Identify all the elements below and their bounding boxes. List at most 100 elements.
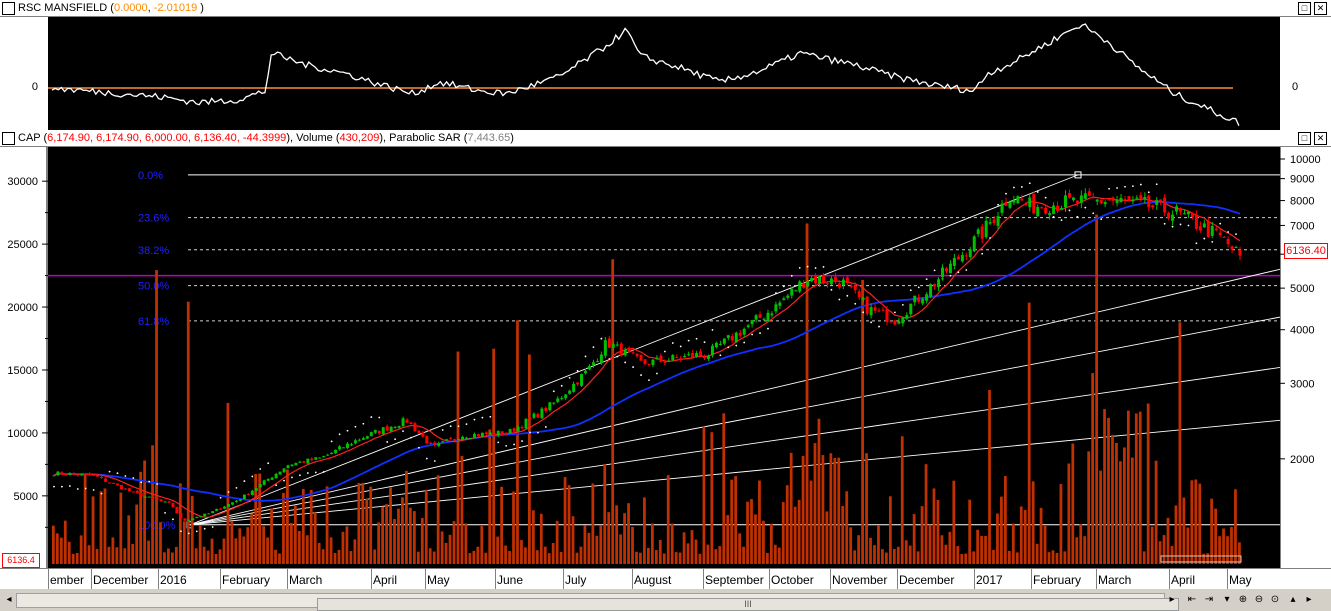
- candle-body: [484, 432, 488, 435]
- main-maximize-icon[interactable]: □: [1298, 132, 1311, 145]
- volume-bar: [583, 525, 587, 564]
- volume-bar: [881, 549, 884, 564]
- candle-body: [1048, 213, 1052, 215]
- indicator-zero-label-left: 0: [31, 81, 38, 93]
- volume-bar: [575, 552, 579, 564]
- sar-dot: [140, 481, 143, 484]
- volume-bar: [587, 532, 591, 564]
- volume-label: Volume: [296, 132, 333, 144]
- scroll-track[interactable]: III: [16, 593, 1179, 611]
- volume-bar: [171, 552, 174, 564]
- candle-body: [417, 430, 421, 434]
- sar-dot: [497, 441, 500, 444]
- sar-dot: [330, 440, 333, 443]
- sar-dot: [1171, 225, 1174, 228]
- sar-dot: [1219, 222, 1222, 225]
- volume-bar: [1226, 536, 1229, 564]
- volume-bar: [698, 553, 702, 564]
- sar-dot: [76, 488, 79, 490]
- left-axis-label: 25000: [7, 239, 38, 251]
- volume-bar: [424, 489, 428, 564]
- main-sep-2: ,: [382, 132, 390, 144]
- volume-bar: [436, 475, 440, 564]
- candle-body: [643, 359, 647, 364]
- volume-bar: [99, 491, 103, 564]
- scroll-end-icon[interactable]: ⇥: [1204, 594, 1214, 605]
- volume-bar: [758, 480, 761, 564]
- candle-body: [1111, 197, 1115, 201]
- indicator-panel[interactable]: [48, 17, 1280, 130]
- fib-label: 0.0%: [138, 170, 163, 182]
- scroll-thumb[interactable]: III: [317, 598, 1179, 611]
- scroll-right-icon[interactable]: ▸: [1169, 594, 1175, 605]
- sar-dot: [473, 418, 476, 421]
- scroll-left-icon[interactable]: ◂: [6, 594, 12, 605]
- volume-bar: [888, 496, 892, 564]
- candle-body: [695, 353, 699, 357]
- sar-dot: [663, 350, 666, 353]
- sar-label: Parabolic SAR: [389, 132, 461, 144]
- candle-body: [369, 432, 373, 437]
- candle-body: [449, 438, 453, 440]
- volume-bar: [904, 540, 908, 564]
- volume-bar: [258, 473, 262, 564]
- candle-body: [611, 344, 615, 348]
- page-down-icon[interactable]: ▾: [1224, 594, 1230, 605]
- volume-bar: [1186, 527, 1190, 564]
- volume-bar: [742, 546, 745, 564]
- volume-bar: [1182, 497, 1186, 564]
- candle-body: [238, 499, 242, 501]
- indicator-open-paren: (: [107, 2, 114, 14]
- indicator-maximize-icon[interactable]: □: [1298, 2, 1311, 15]
- candle-body: [187, 519, 191, 521]
- volume-bar: [722, 413, 726, 564]
- volume-bar: [1091, 373, 1095, 564]
- volume-bar: [230, 521, 234, 564]
- volume-bar: [349, 551, 353, 564]
- sar-dot: [870, 321, 873, 324]
- candle-body: [1091, 197, 1095, 199]
- month-label: October: [771, 573, 814, 587]
- volume-bar: [865, 453, 868, 564]
- candle-body: [326, 454, 330, 456]
- candle-body: [1044, 207, 1048, 214]
- candle-body: [615, 344, 619, 346]
- indicator-window-icon[interactable]: [2, 1, 15, 15]
- sar-dot: [1068, 209, 1071, 212]
- zoom-in-icon[interactable]: ⊕: [1238, 594, 1248, 605]
- volume-bar: [976, 529, 979, 564]
- volume-bar: [488, 429, 492, 564]
- volume-bar: [595, 535, 599, 564]
- right-axis-label: 8000: [1290, 196, 1314, 208]
- scroll-begin-icon[interactable]: ⇤: [1187, 594, 1197, 605]
- indicator-close-icon[interactable]: ✕: [1314, 2, 1327, 15]
- volume-bar: [63, 520, 67, 564]
- volume-bar: [682, 532, 686, 564]
- volume-bar: [127, 515, 131, 564]
- zoom-reset-icon[interactable]: ⊙: [1270, 594, 1280, 605]
- main-close-icon[interactable]: ✕: [1314, 132, 1327, 145]
- sar-dot: [608, 358, 611, 360]
- month-label: 2017: [976, 573, 1003, 587]
- sar-dot: [425, 457, 428, 460]
- volume-bar: [159, 522, 162, 564]
- volume-bar: [341, 531, 345, 564]
- candle-body: [108, 482, 112, 484]
- candle-body: [671, 355, 675, 361]
- candle-body: [298, 461, 302, 463]
- sar-dot: [767, 327, 769, 330]
- volume-bar: [262, 526, 265, 564]
- zoom-out-icon[interactable]: ⊖: [1254, 594, 1264, 605]
- main-window-icon[interactable]: [2, 131, 15, 145]
- main-chart-panel[interactable]: 0.0%23.6%38.2%50.0%61.8%100.0%: [48, 147, 1280, 568]
- candle-body: [453, 439, 457, 441]
- volume-bar: [797, 499, 801, 564]
- scroll-expand-icon[interactable]: ▸: [1306, 594, 1312, 605]
- sar-dot: [719, 354, 722, 357]
- volume-bar: [1119, 461, 1122, 564]
- scroll-up-icon[interactable]: ▴: [1290, 594, 1296, 605]
- sar-dot: [901, 304, 904, 306]
- candle-body: [472, 433, 476, 438]
- sar-dot: [1020, 186, 1023, 188]
- volume-bar: [405, 470, 408, 564]
